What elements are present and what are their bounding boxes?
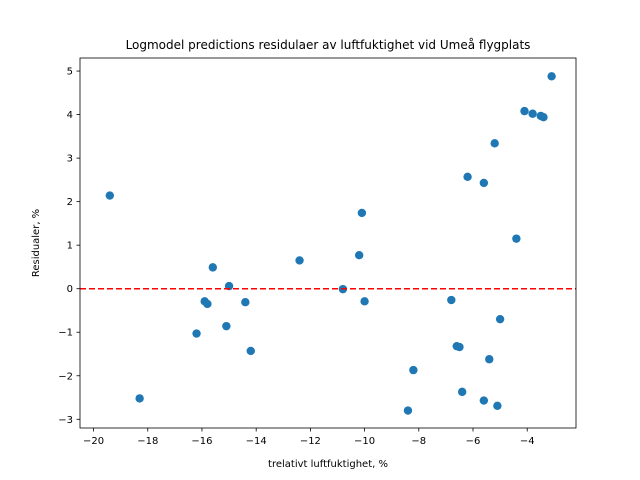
x-axis-title: trelativt luftfuktighet, % [268,459,388,470]
data-point-14 [360,297,369,306]
data-point-28 [512,234,521,243]
chart-title: Logmodel predictions residulaer av luftf… [126,38,531,52]
x-tick-label-0: −20 [83,436,104,447]
y-tick-label-5: 2 [67,197,73,208]
y-axis-title: Residualer, % [31,209,42,277]
data-point-19 [455,342,464,352]
data-point-5 [208,263,218,272]
data-point-9 [246,346,255,356]
data-point-15 [403,406,413,415]
data-point-8 [241,298,250,307]
data-point-0 [105,191,115,200]
data-point-27 [495,314,505,324]
data-point-16 [409,365,418,375]
y-tick-label-1: −2 [58,371,73,382]
y-axis: −3 −2 −1 0 1 2 3 4 5 [58,67,80,426]
data-point-23 [479,396,489,405]
x-tick-label-4: −12 [300,436,321,447]
x-tick-label-7: −6 [466,436,481,447]
y-tick-label-7: 4 [67,110,73,121]
data-point-24 [485,355,494,364]
data-point-33 [547,72,556,81]
y-tick-label-0: −3 [58,415,73,426]
x-tick-label-6: −8 [411,436,426,447]
x-tick-label-5: −10 [354,436,375,447]
data-point-21 [463,172,472,182]
data-point-2 [192,329,201,338]
y-tick-label-6: 3 [67,154,73,165]
data-point-12 [354,250,364,260]
x-tick-label-8: −4 [520,436,535,447]
data-point-26 [493,401,502,410]
data-point-13 [357,208,367,218]
y-tick-label-8: 5 [67,67,73,78]
x-tick-label-1: −18 [137,436,158,447]
x-tick-label-3: −14 [246,436,267,447]
data-point-10 [295,256,304,265]
x-tick-label-2: −16 [191,436,212,447]
data-point-4 [203,299,212,309]
data-point-32 [539,113,548,122]
data-point-29 [520,106,529,116]
data-point-6 [222,321,231,331]
data-point-30 [528,109,537,118]
data-point-20 [457,387,467,397]
y-tick-label-3: 0 [67,284,73,295]
data-point-25 [490,139,499,148]
plot-area [80,72,576,415]
y-tick-label-2: −1 [58,328,73,339]
y-tick-label-4: 1 [67,241,73,252]
x-axis: −20 −18 −16 −14 −12 −10 −8 −6 −4 [83,428,535,447]
data-point-1 [135,394,144,403]
data-point-17 [447,295,456,305]
plot-frame [79,57,577,429]
data-point-22 [479,178,489,188]
